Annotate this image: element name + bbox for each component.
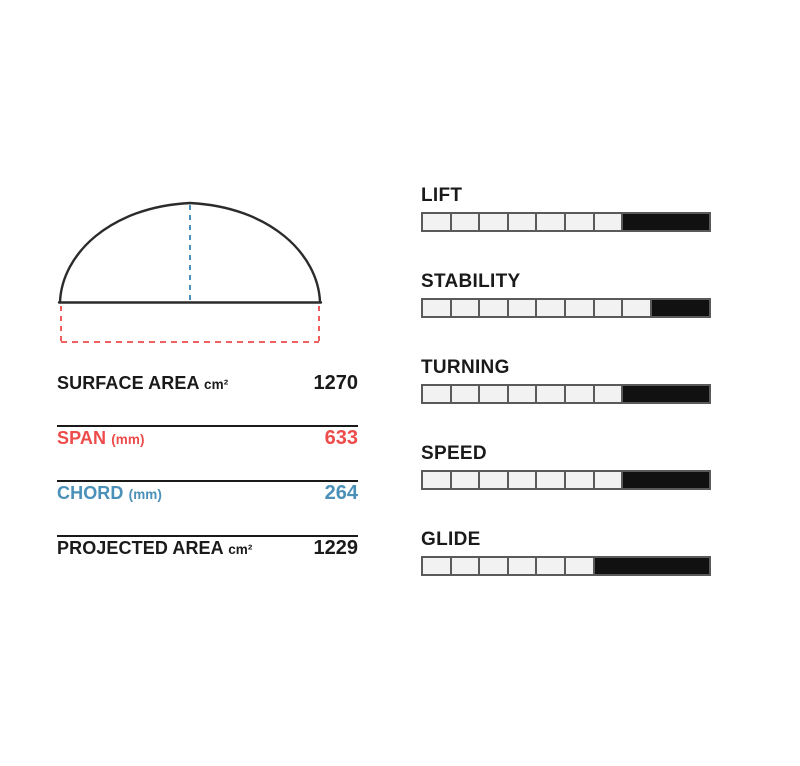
rating-fill (623, 472, 709, 488)
rating-cell (480, 386, 509, 402)
spec-label-unit: (mm) (128, 487, 163, 502)
rating-cell (623, 300, 652, 316)
spec-label-surface-area: SURFACE AREA cm² (57, 373, 228, 394)
rating-block-speed: SPEED (421, 444, 711, 490)
rating-bar-stability[interactable] (421, 298, 711, 318)
rating-fill (594, 558, 709, 574)
specification-table: SURFACE AREA cm² 1270 SPAN (mm) 633 CHOR… (57, 372, 358, 590)
spec-label-unit: cm² (228, 542, 253, 557)
rating-cell (537, 300, 566, 316)
rating-cell (565, 300, 595, 316)
table-row: SURFACE AREA cm² 1270 (57, 372, 358, 425)
spec-label-unit: cm² (204, 377, 229, 392)
rating-cell (451, 300, 481, 316)
rating-cell (451, 386, 481, 402)
table-divider (57, 480, 358, 482)
rating-cell (508, 558, 538, 574)
rating-cell (508, 300, 538, 316)
rating-cell (537, 472, 566, 488)
spec-label-text: SPAN (57, 428, 107, 448)
spec-label-text: CHORD (57, 483, 124, 503)
rating-label-speed: SPEED (421, 443, 487, 464)
rating-bar-lift[interactable] (421, 212, 711, 232)
rating-cell (451, 472, 481, 488)
performance-ratings: LIFT STABILITY TURNING SPEED GLIDE (421, 186, 711, 576)
table-row: CHORD (mm) 264 (57, 482, 358, 535)
spec-value-projected-area: 1229 (313, 537, 359, 559)
rating-cell (594, 300, 624, 316)
rating-cell (565, 386, 595, 402)
rating-cell (594, 386, 624, 402)
rating-cell (423, 472, 452, 488)
rating-cell (480, 300, 509, 316)
rating-fill (623, 386, 709, 402)
wing-outline-path (58, 201, 322, 304)
table-row: SPAN (mm) 633 (57, 427, 358, 480)
rating-cell (423, 300, 452, 316)
rating-cell (565, 558, 595, 574)
spec-label-span: SPAN (mm) (57, 428, 145, 449)
rating-cell (423, 386, 452, 402)
spec-label-projected-area: PROJECTED AREA cm² (57, 538, 253, 559)
wing-profile-diagram (40, 180, 380, 360)
rating-cell (594, 472, 624, 488)
spec-value-chord: 264 (324, 482, 358, 504)
rating-label-lift: LIFT (421, 185, 463, 206)
rating-cell (423, 558, 452, 574)
rating-cell (537, 214, 566, 230)
rating-cell (508, 214, 538, 230)
rating-cell (451, 214, 481, 230)
rating-block-glide: GLIDE (421, 530, 711, 576)
spec-label-text: PROJECTED AREA (57, 538, 224, 558)
spec-label-unit: (mm) (111, 432, 145, 447)
table-divider (57, 425, 358, 427)
rating-block-turning: TURNING (421, 358, 711, 404)
rating-bar-glide[interactable] (421, 556, 711, 576)
table-divider (57, 535, 358, 537)
rating-cell (565, 472, 595, 488)
rating-label-glide: GLIDE (421, 529, 481, 550)
rating-cell (565, 214, 595, 230)
rating-cell (508, 472, 538, 488)
spec-value-surface-area: 1270 (313, 372, 359, 394)
rating-label-stability: STABILITY (421, 271, 521, 292)
rating-bar-turning[interactable] (421, 384, 711, 404)
rating-block-lift: LIFT (421, 186, 711, 232)
rating-cell (537, 386, 566, 402)
spec-label-text: SURFACE AREA (57, 373, 199, 393)
rating-label-turning: TURNING (421, 357, 510, 378)
rating-fill (651, 300, 709, 316)
rating-cell (480, 214, 509, 230)
table-row: PROJECTED AREA cm² 1229 (57, 537, 358, 590)
rating-cell (508, 386, 538, 402)
rating-cell (423, 214, 452, 230)
rating-cell (594, 214, 624, 230)
rating-fill (623, 214, 709, 230)
rating-bar-speed[interactable] (421, 470, 711, 490)
rating-cell (480, 472, 509, 488)
rating-cell (537, 558, 566, 574)
rating-cell (451, 558, 481, 574)
rating-cell (480, 558, 509, 574)
rating-block-stability: STABILITY (421, 272, 711, 318)
spec-label-chord: CHORD (mm) (57, 483, 162, 504)
spec-value-span: 633 (324, 427, 358, 449)
